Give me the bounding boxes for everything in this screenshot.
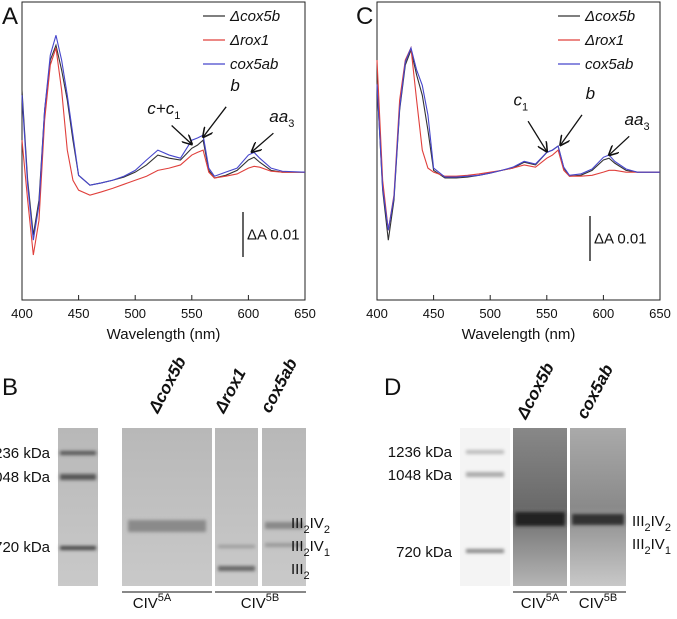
- x-tick-label: 500: [124, 306, 146, 321]
- annotation-arrow: [252, 132, 274, 152]
- band: [466, 549, 504, 553]
- group-label: CIV5A: [133, 592, 172, 612]
- marker-lane: [460, 428, 510, 586]
- legend-label: Δrox1: [229, 32, 269, 49]
- panel-letter: B: [2, 374, 18, 401]
- x-tick-label: 600: [593, 306, 615, 321]
- marker-label: 1048 kDa: [0, 469, 51, 486]
- legend-label: Δcox5b: [584, 8, 635, 25]
- group-label: CIV5A: [521, 592, 560, 612]
- spectrum-line: [376, 45, 660, 231]
- annotation-label: b: [586, 84, 595, 103]
- x-tick-label: 600: [238, 306, 260, 321]
- x-axis-label: Wavelength (nm): [462, 326, 576, 343]
- lane-image: [122, 428, 212, 586]
- x-tick-label: 650: [649, 306, 671, 321]
- lane-label: Δcox5b: [512, 359, 558, 422]
- plot-frame: [376, 1, 661, 301]
- spectrum-line: [21, 43, 305, 236]
- scale-bar-label: ΔA 0.01: [594, 231, 647, 248]
- panel-letter: A: [2, 3, 18, 30]
- panel-letter: C: [356, 3, 373, 30]
- band-label: III2IV1: [632, 536, 671, 557]
- panel-letter: D: [384, 374, 401, 401]
- legend-label: cox5ab: [230, 56, 278, 73]
- marker-label: 720 kDa: [0, 539, 51, 556]
- annotation-label: c+c1: [147, 99, 180, 122]
- blot-d: [460, 428, 626, 593]
- x-tick-label: 400: [366, 306, 388, 321]
- marker-label: 1236 kDa: [388, 444, 453, 461]
- legend-label: Δcox5b: [229, 8, 280, 25]
- band: [128, 520, 206, 532]
- spectrum-line: [21, 47, 305, 256]
- marker-label: 1236 kDa: [0, 445, 51, 462]
- lane-image: [215, 428, 258, 586]
- band-label: III2IV2: [291, 515, 330, 536]
- band: [466, 450, 504, 454]
- lane-label: cox5ab: [257, 355, 301, 416]
- band-label: III2: [291, 561, 310, 582]
- x-tick-label: 550: [181, 306, 203, 321]
- x-tick-label: 400: [11, 306, 33, 321]
- marker-label: 1048 kDa: [388, 467, 453, 484]
- lane-image: [570, 428, 626, 586]
- band: [60, 546, 96, 550]
- x-tick-label: 450: [423, 306, 445, 321]
- band: [265, 543, 303, 547]
- annotation-arrow: [527, 120, 547, 151]
- band-label: III2IV2: [632, 513, 671, 534]
- spectrum-line: [376, 46, 660, 231]
- lane-label: Δrox1: [210, 365, 249, 417]
- band: [265, 522, 303, 529]
- band: [515, 512, 565, 526]
- annotation-label: c1: [513, 90, 528, 113]
- annotation-label: aa3: [269, 107, 294, 130]
- x-axis-label: Wavelength (nm): [107, 326, 221, 343]
- group-label: CIV5B: [241, 592, 279, 612]
- band: [572, 514, 624, 525]
- band: [218, 566, 255, 571]
- x-tick-label: 450: [68, 306, 90, 321]
- band-label: III2IV1: [291, 538, 330, 559]
- x-tick-label: 650: [294, 306, 316, 321]
- band: [218, 545, 255, 548]
- band: [60, 451, 96, 455]
- annotation-arrow: [171, 125, 192, 145]
- group-label: CIV5B: [579, 592, 617, 612]
- lane-label: cox5ab: [573, 361, 617, 422]
- lane-image: [513, 428, 567, 586]
- x-tick-label: 500: [479, 306, 501, 321]
- legend-label: cox5ab: [585, 56, 633, 73]
- annotation-arrow: [203, 106, 227, 137]
- band: [60, 474, 96, 480]
- band: [466, 472, 504, 477]
- annotation-label: b: [230, 76, 239, 95]
- lane-image: [262, 428, 306, 586]
- blot-b: [58, 428, 306, 593]
- lane-label: Δcox5b: [144, 353, 190, 416]
- marker-label: 720 kDa: [396, 544, 453, 561]
- x-tick-label: 550: [536, 306, 558, 321]
- spectrum-line: [21, 35, 306, 241]
- plot-frame: [21, 1, 306, 301]
- annotation-arrow: [560, 114, 583, 145]
- legend-label: Δrox1: [584, 32, 624, 49]
- annotation-arrow: [609, 135, 630, 155]
- scale-bar-label: ΔA 0.01: [247, 227, 300, 244]
- annotation-label: aa3: [625, 110, 650, 133]
